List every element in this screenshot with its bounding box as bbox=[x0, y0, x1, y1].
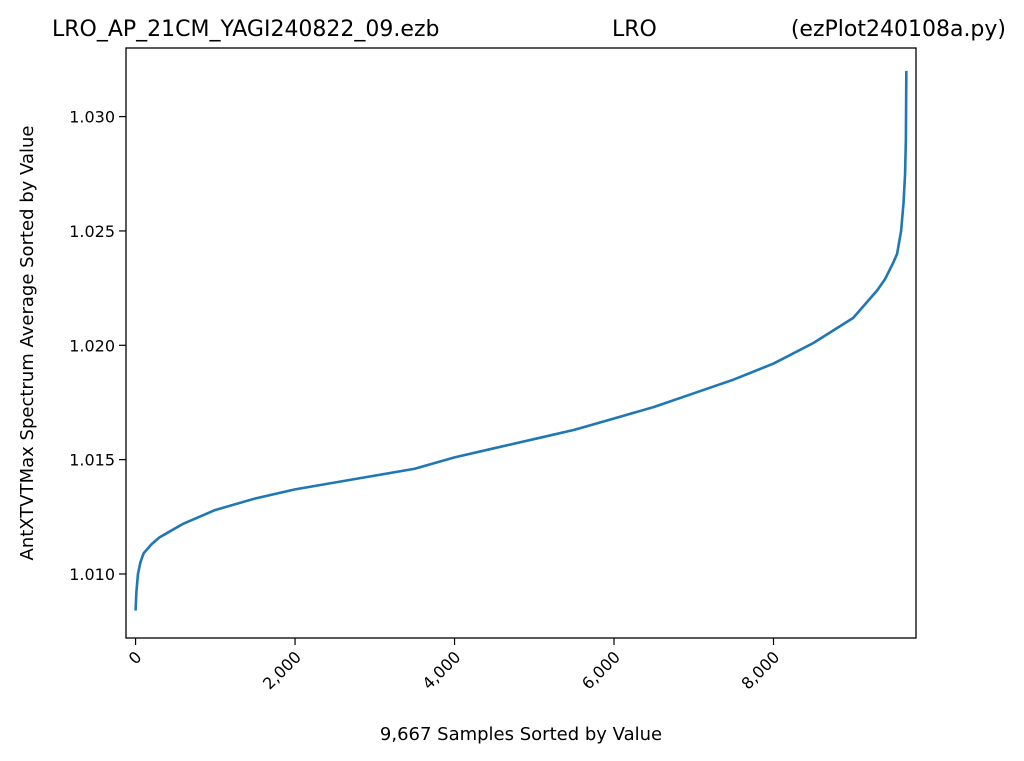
y-tick-label: 1.020 bbox=[69, 336, 115, 355]
x-tick-label: 2,000 bbox=[259, 647, 305, 693]
y-tick-label: 1.030 bbox=[69, 108, 115, 127]
y-tick-label: 1.010 bbox=[69, 565, 115, 584]
y-axis-label: AntXTVTMax Spectrum Average Sorted by Va… bbox=[17, 126, 38, 561]
y-tick-label: 1.025 bbox=[69, 222, 115, 241]
series-line bbox=[134, 70, 908, 611]
x-tick-label: 6,000 bbox=[578, 647, 624, 693]
y-tick-label: 1.015 bbox=[69, 451, 115, 470]
x-axis-label: 9,667 Samples Sorted by Value bbox=[380, 724, 662, 745]
x-tick-label: 4,000 bbox=[419, 647, 465, 693]
x-tick-label: 8,000 bbox=[738, 647, 784, 693]
x-axis-ticks: 0 2,000 4,000 6,000 8,000 bbox=[125, 638, 784, 693]
plot-frame bbox=[125, 47, 917, 639]
chart-title-script: (ezPlot240108a.py) bbox=[791, 17, 1006, 42]
y-axis-ticks: 1.010 1.015 1.020 1.025 1.030 bbox=[69, 108, 126, 584]
chart-title-filename: LRO_AP_21CM_YAGI240822_09.ezb bbox=[52, 17, 439, 42]
x-tick-label: 0 bbox=[125, 647, 146, 668]
chart-title-station: LRO bbox=[612, 17, 657, 42]
